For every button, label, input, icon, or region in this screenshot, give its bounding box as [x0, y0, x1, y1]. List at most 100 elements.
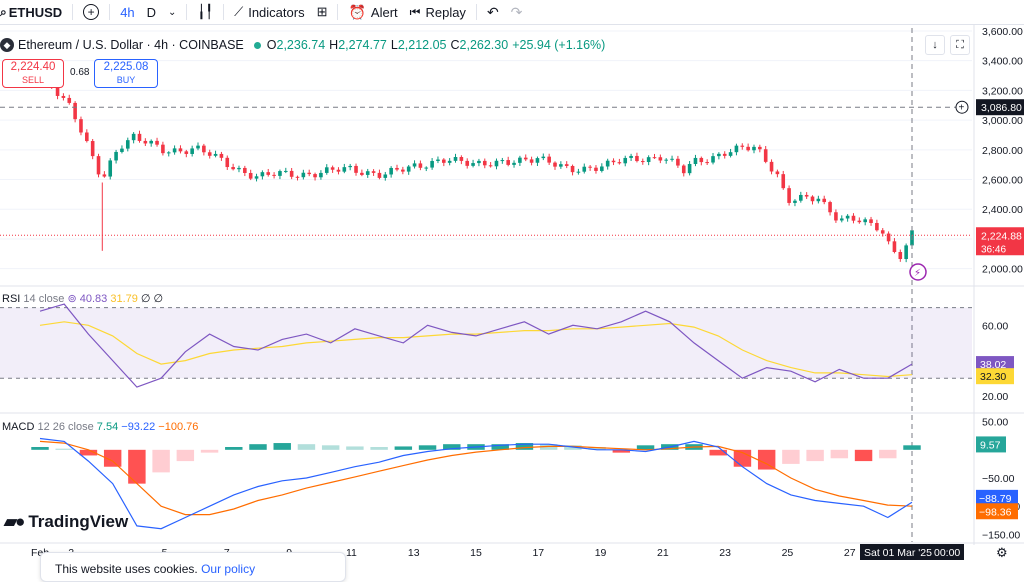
macd-line-value: −93.22 [121, 421, 156, 433]
candle-body [401, 169, 405, 172]
low-value: 2,212.05 [397, 38, 447, 52]
current-price-badge [976, 227, 1024, 256]
time-axis-tick: 25 [782, 547, 794, 559]
change-value: +25.94 (+1.16%) [512, 38, 606, 52]
layouts-button[interactable]: ⊞ [311, 0, 334, 24]
candle-body [278, 171, 282, 176]
macd-histogram-bar [79, 449, 98, 456]
macd-histogram-bar [709, 449, 727, 456]
undo-button[interactable]: ↶ [481, 0, 505, 24]
macd-histogram-bar [225, 447, 243, 450]
crosshair-date-label: Sat 01 Mar '25 [864, 547, 932, 559]
redo-button[interactable]: ↷ [505, 0, 529, 24]
tradingview-wordmark: TradingView [28, 512, 129, 531]
macd-histogram-bar [830, 449, 849, 459]
candle-body [231, 167, 235, 170]
macd-hist-badge [976, 436, 1006, 453]
macd-line-badge [976, 489, 1018, 506]
candle-body [582, 166, 587, 172]
candle-body [161, 144, 165, 154]
candle-body [260, 172, 265, 177]
interval-dropdown[interactable]: ⌄ [162, 0, 182, 24]
price-axis-tick: 3,600.00 [982, 26, 1023, 38]
replay-button[interactable]: ⏮ Replay [404, 0, 472, 24]
candle-body [436, 159, 440, 161]
candle-body [529, 159, 534, 163]
open-key: O [266, 38, 277, 52]
macd-histogram-bar [200, 449, 219, 453]
candle-body [131, 133, 136, 141]
candle-body [79, 119, 83, 133]
symbol-label: ETHUSD [8, 4, 63, 20]
candle-body [664, 159, 669, 161]
candle-body [143, 140, 148, 144]
fullscreen-button[interactable]: ⛶ [950, 35, 970, 55]
time-axis-tick: 13 [408, 547, 420, 559]
candle-body [523, 157, 528, 160]
indicators-icon: ⟋ [234, 4, 244, 19]
candle-body [617, 162, 622, 164]
candle-body [178, 148, 183, 152]
chart-type-button[interactable]: ╽╿ [191, 0, 219, 24]
rsi-axis-tick: 20.00 [982, 391, 1008, 403]
candle-body [313, 174, 317, 178]
candle-body [125, 140, 130, 149]
candle-body [494, 160, 499, 167]
buy-button[interactable]: 2,225.08 BUY [94, 59, 158, 88]
symbol-search-button[interactable]: ⌕ ETHUSD [0, 0, 68, 24]
candle-body [576, 171, 581, 173]
candle-body [623, 157, 628, 164]
cookie-text: This website uses cookies. [55, 562, 198, 576]
macd-name: MACD [2, 421, 35, 433]
rsi-settings-icon[interactable]: ⊚ [67, 293, 77, 305]
close-value: 2,262.30 [459, 38, 509, 52]
macd-histogram-bar [346, 446, 364, 450]
scroll-down-button[interactable]: ↓ [925, 35, 945, 55]
divider [186, 4, 188, 20]
candle-body [787, 188, 791, 203]
macd-histogram-bar [152, 449, 170, 473]
indicators-button[interactable]: ⟋ Indicators [228, 0, 310, 24]
candle-body [383, 174, 388, 178]
high-key: H [329, 38, 339, 52]
candle-body [330, 167, 335, 170]
alert-button[interactable]: ⏰ Alert [342, 0, 403, 24]
spread-value: 0.68 [70, 67, 90, 78]
lightning-event-icon [909, 263, 927, 281]
candle-body [184, 151, 189, 154]
macd-signal-label: −98.36 [979, 506, 1012, 518]
candle-body [769, 161, 774, 172]
add-symbol-icon: + [83, 4, 100, 20]
main-legend: ◆ Ethereum / U.S. Dollar · 4h · COINBASE… [0, 36, 609, 54]
macd-histogram-bar [297, 444, 316, 450]
candle-body [120, 148, 124, 152]
candle-body [652, 157, 657, 159]
candle-body [190, 148, 194, 154]
time-axis-tick: 27 [844, 547, 856, 559]
candle-body [114, 151, 118, 161]
cookie-policy-link[interactable]: Our policy [201, 562, 256, 576]
tradingview-logo[interactable]: ▰● TradingView [4, 512, 128, 532]
candle-body [319, 172, 323, 178]
buy-label: BUY [116, 75, 136, 85]
candle-body [646, 157, 651, 163]
macd-histogram-bar [321, 445, 340, 450]
sell-button[interactable]: 2,224.40 SELL [2, 59, 64, 88]
low-key: L [390, 38, 398, 52]
candle-body [676, 158, 680, 166]
macd-histogram-bar [636, 445, 655, 450]
cookie-banner: This website uses cookies. Our policy [40, 552, 346, 582]
compare-symbol-button[interactable]: + [77, 0, 105, 24]
rsi-line [39, 303, 913, 388]
macd-axis-tick: 50.00 [982, 417, 1008, 429]
interval-4h-button[interactable]: 4h [114, 0, 140, 24]
rsi-band-fill [0, 307, 972, 379]
layouts-icon: ⊞ [316, 4, 328, 19]
candle-body [605, 160, 610, 167]
current-price-label: 2,224.88 [981, 230, 1022, 242]
candle-body [196, 145, 200, 149]
candle-body [559, 164, 563, 167]
interval-d-button[interactable]: D [141, 0, 162, 24]
macd-histogram-bar [491, 444, 509, 450]
